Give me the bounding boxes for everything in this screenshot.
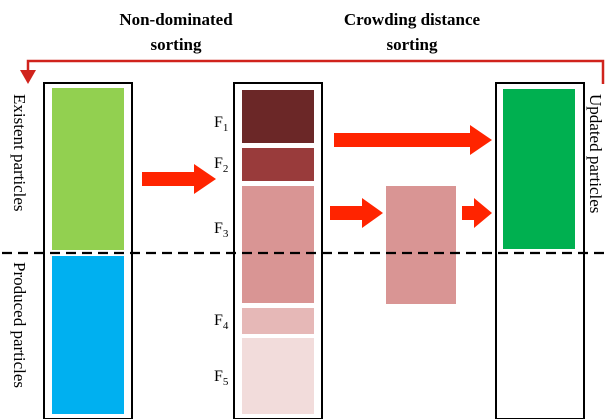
arrow-to-fronts-head xyxy=(194,164,216,194)
front-3-block xyxy=(242,186,314,303)
arrow-crowding-to-updated-head xyxy=(474,198,492,228)
updated-particles-label: Updated particles xyxy=(586,94,605,213)
crowding-header-line2: sorting xyxy=(387,35,439,54)
arrow-to-fronts-shaft xyxy=(142,172,196,186)
front-2-block xyxy=(242,148,314,181)
existent-particles-label: Existent particles xyxy=(10,94,29,212)
nondominated-header-line2: sorting xyxy=(151,35,203,54)
produced-particles-block xyxy=(52,256,124,414)
arrow-to-updated-shaft xyxy=(334,133,472,147)
arrow-crowding-to-updated-shaft xyxy=(462,206,476,220)
existent-particles-block xyxy=(52,88,124,250)
updated-particles-block xyxy=(503,89,575,249)
front-4-block xyxy=(242,308,314,334)
crowding-header-line1: Crowding distance xyxy=(344,10,481,29)
produced-particles-label: Produced particles xyxy=(10,262,29,388)
feedback-loop-line xyxy=(26,59,605,84)
front-4-label: F4 xyxy=(214,312,229,332)
front-1-label: F1 xyxy=(214,114,228,134)
feedback-arrow-head xyxy=(20,70,36,84)
front-5-label: F5 xyxy=(214,368,229,388)
front-1-block xyxy=(242,90,314,143)
crowding-selected-block xyxy=(386,186,456,304)
front-3-label: F3 xyxy=(214,220,229,240)
arrow-to-crowding-head xyxy=(362,198,383,228)
front-5-block xyxy=(242,338,314,414)
arrow-to-crowding-shaft xyxy=(330,206,364,220)
front-2-label: F2 xyxy=(214,155,228,175)
nondominated-header-line1: Non-dominated xyxy=(119,10,233,29)
arrow-to-updated-head xyxy=(470,125,492,155)
